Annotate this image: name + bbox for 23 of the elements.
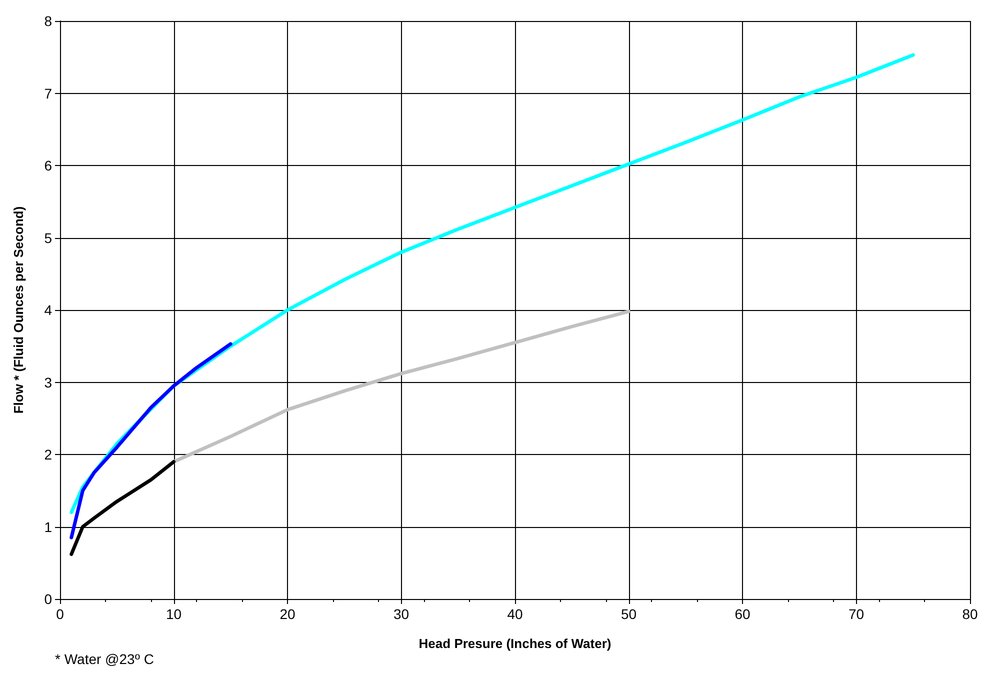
x-tick-label: 10 bbox=[166, 606, 182, 622]
x-tick-label: 40 bbox=[507, 606, 523, 622]
x-axis-title: Head Presure (Inches of Water) bbox=[418, 636, 612, 651]
x-tick-label: 70 bbox=[848, 606, 864, 622]
x-tick-label: 50 bbox=[620, 606, 637, 622]
x-tick-label: 20 bbox=[280, 606, 296, 622]
x-tick-label: 0 bbox=[56, 606, 64, 622]
y-axis-title: Flow * (Fluid Ounces per Second) bbox=[11, 206, 26, 414]
y-tick-label: 0 bbox=[44, 591, 52, 607]
line-series bbox=[70, 342, 232, 540]
y-tick-label: 5 bbox=[44, 230, 52, 246]
y-tick-label: 1 bbox=[44, 518, 52, 535]
y-tick-label: 6 bbox=[44, 158, 52, 174]
text: * Water @23º C bbox=[55, 651, 154, 667]
x-tick-label: 80 bbox=[962, 606, 978, 622]
y-tick-label: 7 bbox=[44, 85, 52, 102]
y-tick-label: 3 bbox=[44, 374, 52, 390]
x-tick-label: 30 bbox=[393, 606, 410, 622]
line-series bbox=[172, 310, 630, 464]
x-tick-label: 60 bbox=[734, 606, 750, 622]
y-tick-label: 2 bbox=[44, 446, 52, 462]
y-tick-label: 8 bbox=[44, 13, 52, 29]
y-tick-label: 4 bbox=[44, 302, 52, 318]
